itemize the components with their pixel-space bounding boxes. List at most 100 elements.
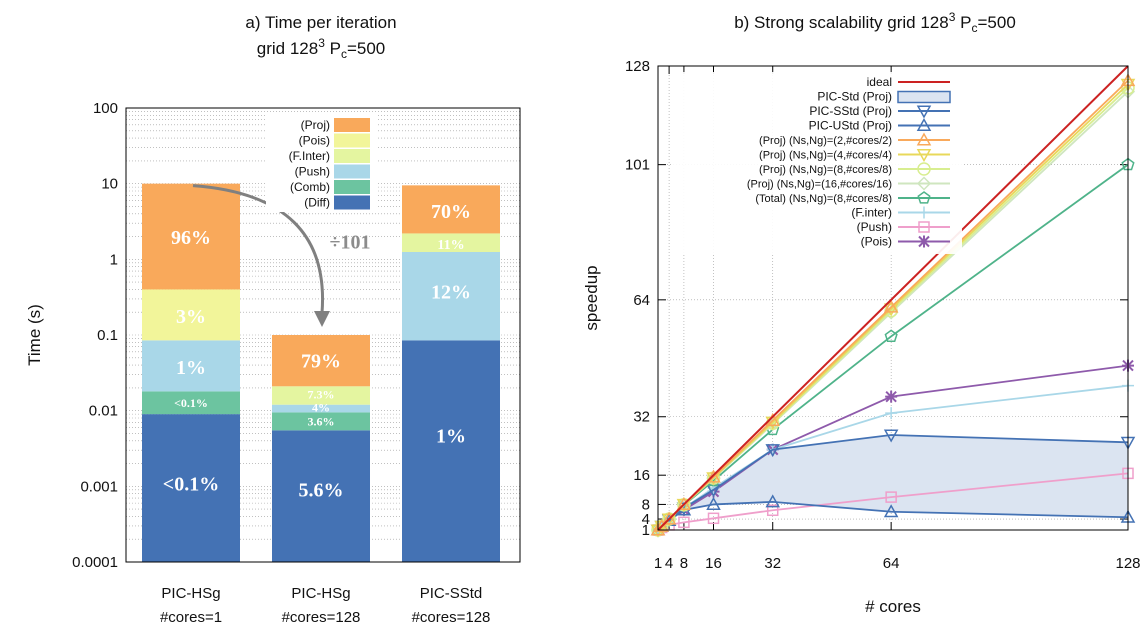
marker-square: [707, 512, 720, 525]
marker-asterisk: [918, 235, 930, 248]
y-tick-label: 100: [93, 100, 118, 117]
y-tick-label: 0.1: [97, 327, 118, 344]
x-category-label: PIC-HSg: [161, 585, 220, 602]
bar-segment-diff: [402, 340, 500, 562]
legend-label: PIC-SStd (Proj): [809, 104, 892, 118]
y-tick-label: 64: [633, 292, 650, 309]
strong-scalability-chart: b) Strong scalability grid 1283 Pc=500 1 4…: [582, 10, 1140, 616]
data-label: 96%: [171, 227, 211, 249]
y-tick-label: 16: [633, 467, 650, 484]
x-tick-label: 8: [680, 555, 688, 572]
legend-label: PIC-Std (Proj): [817, 90, 892, 104]
y-tick-label: 10: [101, 176, 118, 193]
data-label: 3.6%: [308, 414, 335, 428]
legend-swatch: [334, 118, 370, 132]
marker-plus: [918, 206, 930, 219]
x-tick-label: 128: [1115, 555, 1140, 572]
x-category-label: PIC-HSg: [291, 585, 350, 602]
legend-swatch: [897, 90, 951, 104]
x-ticks: 1 4 8 16 32 64 128: [654, 66, 1140, 572]
legend-label: (Proj): [301, 118, 330, 132]
data-label: 3%: [176, 306, 206, 328]
x-tick-label: 32: [764, 555, 781, 572]
shaded-band: [658, 435, 1128, 530]
legend-label: ideal: [867, 75, 892, 89]
bar-segment-push: [272, 404, 370, 413]
x-tick-label: 1: [654, 555, 662, 572]
series-line: [657, 65, 1129, 531]
data-label: 7.3%: [308, 388, 335, 402]
legend-swatch: [334, 195, 370, 210]
marker-triangle-down: [883, 429, 899, 443]
marker-triangle-up: [706, 469, 721, 483]
data-label: 70%: [431, 201, 471, 223]
bar-segment-pois: [142, 289, 240, 341]
y-ticks: 148 16 32 64 101 128: [625, 58, 1128, 539]
legend-swatch: [334, 164, 370, 179]
marker-triangle-up: [650, 522, 666, 536]
y-tick-label: 0.001: [80, 478, 118, 495]
marker-triangle-up: [765, 494, 780, 508]
bar-segment-proj: [142, 183, 240, 290]
marker-square: [885, 491, 897, 503]
chart-subtitle-a: grid 1283 Pc=500: [257, 36, 385, 61]
chart-title-a: a) Time per iteration: [245, 13, 396, 32]
data-label: 1%: [176, 357, 206, 379]
legend: (Proj) (Pois)(F.Inter) (Push)(Comb) (Diff): [266, 112, 376, 212]
legend-label: (Push): [857, 220, 892, 234]
y-tick-label: 128: [625, 58, 650, 75]
data-label: 11%: [437, 238, 464, 253]
marker-plus: [885, 407, 898, 420]
legend-label: (Diff): [304, 196, 330, 210]
x-category-label: PIC-SStd: [420, 585, 483, 602]
plot-frame: [125, 107, 521, 563]
plot-frame: [657, 65, 1129, 531]
y-tick-label: 0.01: [89, 403, 118, 420]
marker-triangle-up: [676, 496, 692, 510]
legend-label: (F.inter): [851, 206, 892, 220]
x-tick-label: 4: [665, 555, 673, 572]
x-tick-label: 16: [705, 555, 722, 572]
data-label: 12%: [431, 281, 471, 303]
bar-0: [142, 183, 240, 562]
marker-square: [766, 504, 779, 517]
marker-triangle-up: [706, 496, 721, 510]
marker-triangle-up: [916, 117, 932, 132]
legend-swatch: [334, 180, 370, 194]
bar-segment-proj: [402, 185, 500, 234]
y-axis-label: Time (s): [25, 304, 44, 366]
legend-label: (F.Inter): [289, 149, 330, 163]
x-tick-label: 64: [883, 555, 900, 572]
legend-label: PIC-UStd (Proj): [809, 119, 892, 133]
marker-triangle-down: [916, 148, 932, 163]
marker-pentagon: [884, 329, 898, 342]
marker-triangle-up: [916, 132, 932, 146]
bar-segment-diff: [272, 430, 370, 562]
arrow-annotation: [192, 184, 325, 314]
y-tick-label: 0.0001: [72, 554, 118, 571]
y-tick-label: 1: [110, 251, 118, 268]
y-tick-label: 32: [633, 409, 650, 426]
marker-circle: [917, 162, 931, 176]
bar-segment-comb: [272, 412, 370, 431]
bar-segment-comb: [142, 391, 240, 415]
legend-label: (Total) (Ns,Ng)=(8,#cores/8): [755, 193, 892, 205]
y-tick-label: 1: [642, 522, 650, 539]
marker-asterisk: [885, 390, 898, 403]
time-per-iteration-chart: a) Time per iteration grid 1283 Pc=500 0.0…: [25, 13, 521, 626]
chart-title-b: b) Strong scalability grid 1283 Pc=500: [734, 10, 1016, 35]
data-label: 79%: [301, 351, 341, 373]
data-label: <0.1%: [163, 473, 219, 495]
marker-triangle-up: [883, 299, 899, 313]
legend-label: (Pois): [299, 134, 330, 148]
speedup-annotation: ÷101: [330, 231, 371, 253]
series-0: [657, 65, 1129, 531]
legend-swatch: [334, 133, 370, 148]
y-tick-label: 101: [625, 157, 650, 174]
bar-2: [402, 185, 500, 562]
data-label: <0.1%: [174, 396, 208, 410]
bar-segment-finter: [272, 386, 370, 405]
marker-triangle-up: [654, 518, 669, 532]
